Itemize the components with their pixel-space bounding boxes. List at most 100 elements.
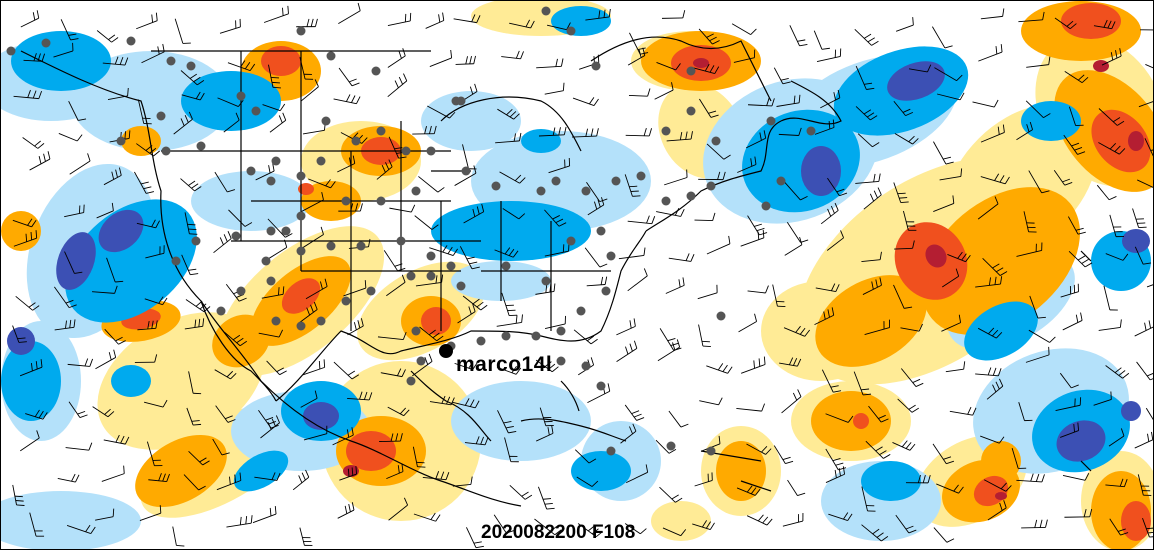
wind-barb — [1028, 170, 1050, 194]
coastline — [200, 300, 277, 402]
wind-barb — [980, 124, 1005, 143]
wind-barb — [932, 443, 955, 465]
wind-barb — [697, 284, 718, 300]
wind-barb — [626, 464, 649, 484]
wind-barb — [733, 49, 756, 63]
wind-barb — [616, 318, 636, 336]
wind-barb — [814, 119, 835, 135]
wind-barb — [454, 165, 477, 186]
station-dot — [456, 281, 466, 291]
wind-barb — [184, 212, 198, 235]
coastline — [410, 370, 492, 442]
wind-barb — [266, 360, 287, 376]
shaded-area-blue — [964, 301, 1038, 361]
wind-barb — [134, 171, 155, 194]
wind-barb — [173, 111, 193, 135]
station-dot — [341, 296, 351, 306]
wind-barb — [624, 523, 647, 535]
wind-barb — [95, 349, 117, 370]
wind-barb — [452, 476, 473, 487]
wind-barb — [1134, 431, 1153, 449]
wind-barb — [857, 133, 880, 148]
wind-barb — [972, 99, 999, 108]
station-dot — [416, 356, 426, 366]
wind-barb — [776, 94, 801, 107]
wind-barb — [786, 221, 809, 243]
wind-barb — [627, 215, 656, 225]
wind-barb — [1011, 448, 1027, 469]
station-dot — [186, 61, 196, 71]
wind-barb — [429, 245, 458, 256]
wind-barb — [784, 236, 803, 256]
station-dot — [776, 176, 786, 186]
wind-barb — [302, 359, 326, 376]
wind-barb — [699, 98, 719, 118]
station-dot — [426, 271, 436, 281]
station-dot — [411, 326, 421, 336]
shaded-area-dark-red — [925, 244, 947, 268]
station-dot — [716, 311, 726, 321]
wind-barb — [1136, 361, 1153, 381]
wind-barb — [379, 433, 403, 443]
wind-barb — [386, 463, 404, 480]
wind-barb — [740, 356, 766, 374]
wind-barb — [892, 440, 916, 451]
shaded-area-blue — [1, 341, 61, 421]
wind-barb — [57, 473, 80, 483]
wind-barb — [900, 323, 923, 332]
wind-barb — [262, 103, 286, 112]
wind-barb — [706, 363, 733, 374]
wind-barb — [827, 177, 848, 197]
wind-barb — [300, 390, 318, 408]
wind-barb — [980, 8, 1005, 20]
shaded-area-orange — [716, 441, 766, 501]
shaded-area-blue — [1021, 101, 1081, 141]
shaded-area-deep-blue — [1122, 229, 1150, 253]
wind-barb — [936, 483, 964, 494]
shaded-area-orange — [121, 126, 161, 156]
coastline — [780, 80, 842, 125]
wind-barb — [23, 53, 46, 62]
station-dot — [266, 276, 276, 286]
wind-barb — [783, 325, 811, 337]
station-dot — [261, 256, 271, 266]
shaded-area-dark-red — [343, 465, 359, 477]
wind-barb — [422, 471, 450, 481]
wind-barb — [1055, 397, 1082, 411]
station-dot — [806, 126, 816, 136]
wind-barb — [933, 141, 954, 165]
wind-barb — [414, 215, 439, 230]
wind-barb — [263, 5, 289, 23]
wind-barb — [980, 173, 1010, 185]
wind-barb — [975, 367, 1002, 377]
wind-barb — [54, 319, 76, 331]
wind-barb — [933, 527, 955, 543]
wind-barb — [134, 354, 158, 363]
station-dot — [461, 166, 471, 176]
wind-barb — [698, 324, 711, 348]
wind-barb — [180, 178, 202, 192]
wind-barb — [143, 399, 168, 408]
wind-barb — [1021, 519, 1048, 529]
shaded-area-orange — [981, 441, 1021, 481]
wind-barb — [694, 212, 716, 222]
wind-barb — [299, 527, 313, 546]
station-dot — [296, 246, 306, 256]
wind-barb — [383, 250, 406, 272]
wind-barb — [1063, 134, 1086, 155]
wind-barb — [854, 28, 879, 46]
wind-barb — [747, 285, 769, 294]
wind-barb — [212, 438, 230, 456]
wind-barb — [665, 277, 685, 294]
wind-barb — [68, 100, 87, 121]
station-dot — [161, 146, 171, 156]
shaded-area-blue — [571, 451, 631, 491]
wind-barb — [387, 48, 406, 68]
station-dot — [6, 46, 16, 56]
wind-barb — [136, 143, 160, 157]
wind-barb — [228, 209, 253, 227]
wind-barb — [1140, 29, 1153, 31]
wind-barb — [534, 518, 562, 536]
wind-barb — [986, 378, 1004, 400]
